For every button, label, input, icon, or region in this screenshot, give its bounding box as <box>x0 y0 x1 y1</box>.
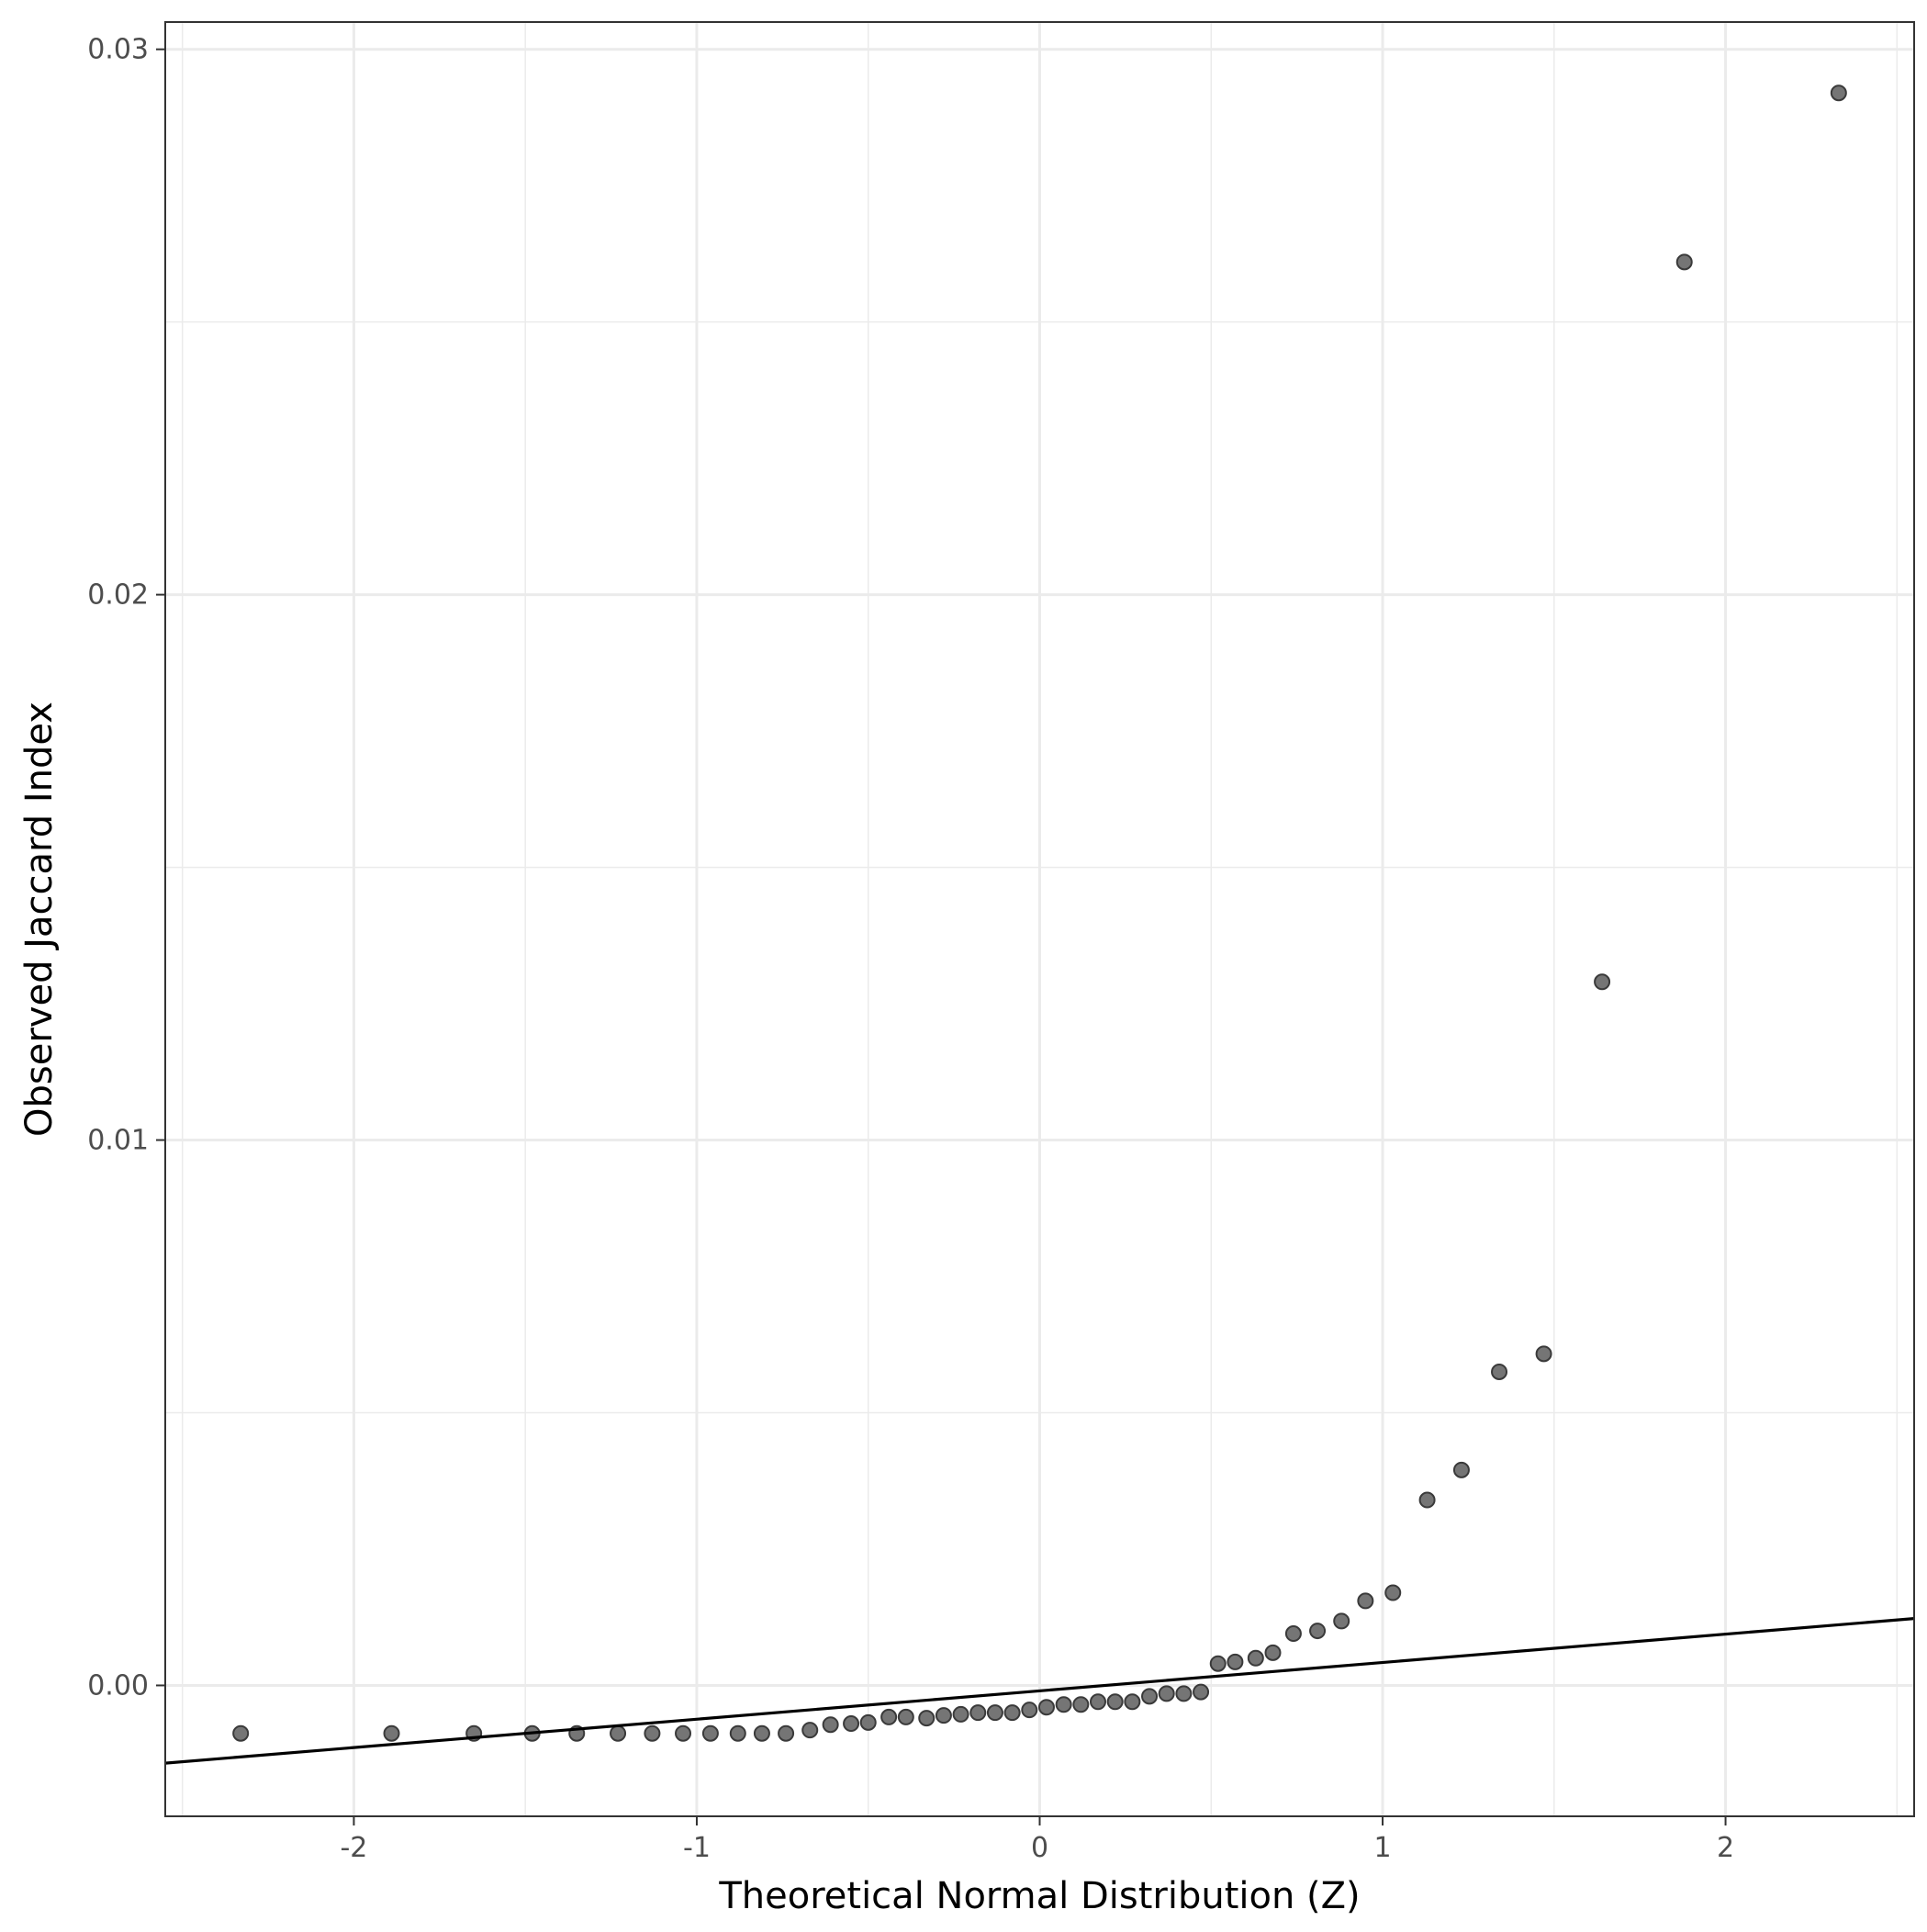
data-point <box>1333 1612 1350 1630</box>
data-point <box>778 1724 795 1742</box>
x-tick-label: 2 <box>1717 1832 1734 1864</box>
y-tick-label: 0.03 <box>87 34 149 66</box>
data-point <box>729 1724 746 1742</box>
data-point <box>969 1704 987 1722</box>
x-tick-label: 0 <box>1031 1832 1048 1864</box>
data-point <box>1141 1688 1159 1705</box>
data-point <box>1021 1702 1038 1719</box>
data-point <box>1452 1461 1470 1478</box>
y-tick-label: 0.01 <box>87 1125 149 1157</box>
data-point <box>383 1724 400 1742</box>
data-point <box>843 1715 860 1733</box>
data-point <box>610 1724 627 1742</box>
data-point <box>918 1710 935 1727</box>
data-point <box>675 1724 692 1742</box>
data-point <box>801 1722 819 1739</box>
data-point <box>1384 1584 1402 1601</box>
data-point <box>644 1724 661 1742</box>
data-point <box>986 1704 1003 1722</box>
tick-layer: -2 -1 0 1 2 0.00 0.01 0.02 0.03 <box>87 34 1734 1864</box>
data-point <box>1090 1693 1106 1711</box>
x-tick-label: -1 <box>683 1832 711 1864</box>
data-point <box>897 1708 914 1725</box>
y-tick-label: 0.02 <box>87 579 149 612</box>
data-point <box>1491 1363 1508 1380</box>
data-point <box>1003 1704 1021 1722</box>
data-point <box>1124 1693 1141 1711</box>
data-point <box>1535 1345 1552 1363</box>
reference-line <box>165 1617 1914 1765</box>
data-point <box>1284 1625 1302 1643</box>
data-point <box>1594 973 1611 991</box>
x-tick-label: 1 <box>1373 1832 1391 1864</box>
data-point <box>1209 1655 1227 1672</box>
data-point <box>952 1705 969 1723</box>
data-point <box>232 1724 250 1742</box>
data-point <box>1037 1699 1055 1716</box>
data-point <box>1227 1653 1244 1670</box>
grid-layer <box>165 22 1914 1816</box>
data-point <box>822 1716 839 1734</box>
y-axis-title: Observed Jaccard Index <box>18 702 61 1137</box>
data-point <box>1247 1649 1264 1667</box>
data-point <box>1357 1592 1374 1610</box>
x-tick-label: -2 <box>340 1832 367 1864</box>
data-point <box>935 1707 952 1724</box>
data-point <box>1106 1693 1124 1711</box>
data-point <box>1309 1623 1327 1640</box>
data-point <box>859 1713 877 1731</box>
data-point <box>1675 253 1693 271</box>
data-point <box>880 1708 898 1725</box>
data-point <box>1072 1696 1090 1713</box>
data-point <box>753 1724 770 1742</box>
data-point <box>1055 1696 1072 1713</box>
data-point <box>1830 84 1847 102</box>
data-point <box>1193 1683 1210 1701</box>
data-point <box>1158 1685 1175 1702</box>
data-point <box>1418 1491 1436 1509</box>
y-tick-label: 0.00 <box>87 1669 149 1702</box>
data-point <box>1264 1644 1282 1661</box>
plot-area <box>165 84 1914 1765</box>
data-point <box>701 1724 719 1742</box>
data-point <box>1175 1685 1193 1702</box>
x-axis-title: Theoretical Normal Distribution (Z) <box>718 1875 1360 1917</box>
